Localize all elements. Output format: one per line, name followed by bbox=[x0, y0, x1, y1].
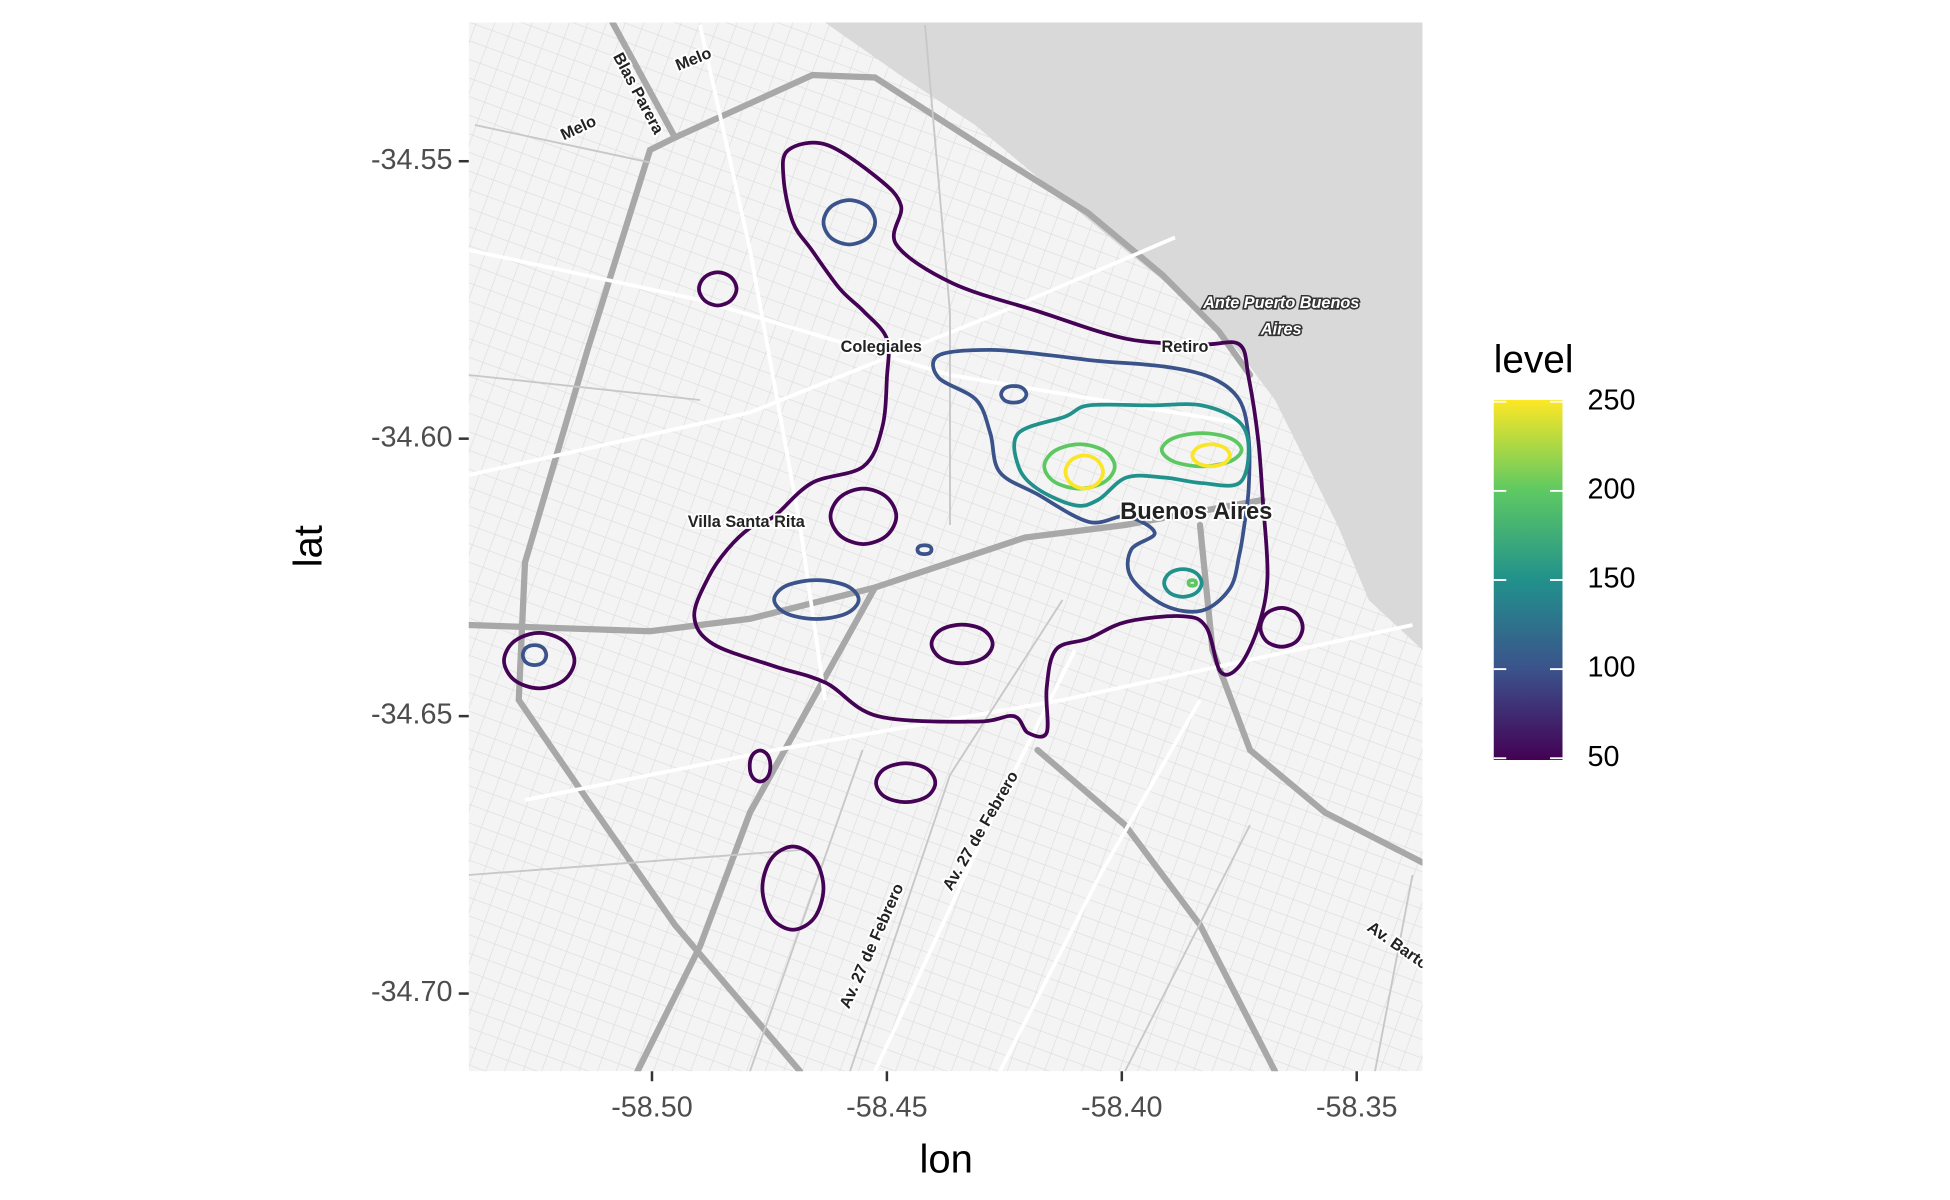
contour-line bbox=[760, 844, 826, 932]
contour-line bbox=[697, 270, 739, 308]
colorbar-label: 200 bbox=[1588, 473, 1636, 505]
contour-line bbox=[828, 486, 899, 546]
contour-line bbox=[1258, 606, 1305, 649]
contour-line bbox=[520, 643, 549, 667]
major-roads bbox=[468, 22, 1423, 1072]
axes: -58.50 -58.45 -58.40 -58.35 -34.55 -34.60 -34.… bbox=[371, 144, 1398, 1124]
y-tick-label: -34.70 bbox=[371, 976, 453, 1008]
x-tick-label: -58.50 bbox=[611, 1091, 693, 1123]
contour-line bbox=[502, 631, 577, 691]
water bbox=[825, 22, 1423, 650]
x-axis-title: lon bbox=[920, 1138, 973, 1182]
colorbar-label: 100 bbox=[1588, 652, 1636, 684]
y-tick-label: -34.55 bbox=[371, 144, 453, 176]
streets bbox=[468, 24, 1414, 1072]
colorbar-label: 50 bbox=[1588, 741, 1620, 773]
map-label: Villa Santa Rita bbox=[688, 513, 806, 531]
x-tick-label: -58.45 bbox=[846, 1091, 928, 1123]
map-label: Aires bbox=[1260, 320, 1302, 338]
colorbar-label: 150 bbox=[1588, 563, 1636, 595]
contour-line bbox=[692, 140, 1270, 739]
legend: level 50 100 150 200 250 bbox=[1493, 339, 1636, 773]
contour-line bbox=[772, 578, 861, 621]
contour-line bbox=[1186, 578, 1198, 588]
contour-line bbox=[1063, 453, 1105, 491]
y-tick-label: -34.60 bbox=[371, 421, 453, 453]
colorbar-label: 250 bbox=[1588, 384, 1636, 416]
contour-line bbox=[1012, 402, 1251, 508]
map-label: Colegiales bbox=[841, 338, 922, 356]
contour-line bbox=[874, 761, 938, 804]
contours bbox=[502, 140, 1305, 932]
avenues bbox=[468, 24, 1413, 1072]
x-tick-label: -58.40 bbox=[1081, 1091, 1163, 1123]
map-label: Buenos Aires bbox=[1120, 498, 1272, 525]
contour-line bbox=[929, 622, 995, 666]
x-tick-label: -58.35 bbox=[1316, 1091, 1398, 1123]
contour-line bbox=[1190, 442, 1232, 469]
map-label: Ante Puerto Buenos bbox=[1202, 294, 1359, 312]
contour-line bbox=[821, 198, 878, 247]
y-axis-title: lat bbox=[286, 525, 330, 567]
map-label: Retiro bbox=[1162, 338, 1209, 356]
legend-title: level bbox=[1494, 339, 1574, 382]
contour-line bbox=[1162, 567, 1204, 599]
contour-line bbox=[999, 384, 1029, 405]
contour-line bbox=[931, 348, 1252, 614]
y-tick-label: -34.65 bbox=[371, 699, 453, 731]
contour-line bbox=[915, 543, 934, 556]
contour-line bbox=[747, 748, 773, 784]
